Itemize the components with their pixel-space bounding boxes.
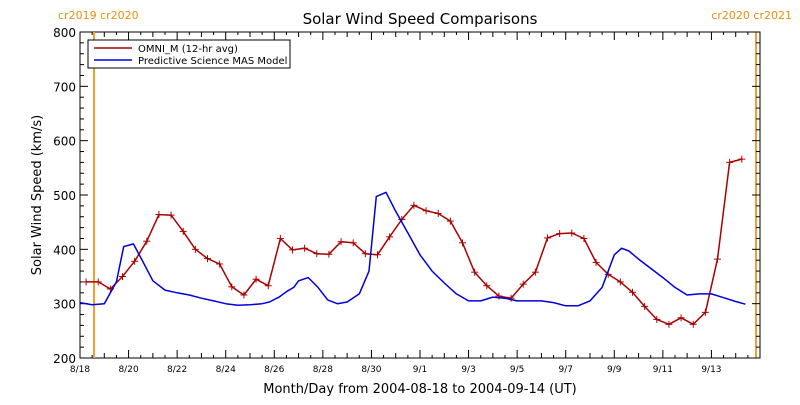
data-point-omni bbox=[446, 217, 454, 225]
y-tick-label: 200 bbox=[53, 352, 76, 366]
series-layer bbox=[79, 155, 746, 328]
data-point-omni bbox=[155, 211, 163, 219]
axis-ticks: 200 300 400 500 600 700 800 8/18 8/20 8/22 8/24 8/2… bbox=[53, 26, 760, 375]
data-point-omni bbox=[119, 273, 126, 280]
data-point-omni bbox=[531, 268, 539, 276]
data-point-omni bbox=[264, 282, 272, 290]
data-point-omni bbox=[507, 294, 515, 302]
y-tick-label: 600 bbox=[53, 135, 76, 149]
carrington-rotation-label-right: cr2020 cr2021 bbox=[711, 9, 792, 22]
x-tick-label: 8/18 bbox=[70, 365, 90, 375]
data-point-omni bbox=[726, 158, 734, 166]
x-tick-label: 9/11 bbox=[653, 365, 673, 375]
data-point-omni bbox=[519, 280, 527, 288]
legend: OMNI_M (12-hr avg) Predictive Science MA… bbox=[87, 39, 291, 69]
y-tick-label: 300 bbox=[53, 298, 76, 312]
data-point-omni bbox=[410, 201, 418, 209]
data-point-omni bbox=[143, 237, 151, 245]
data-point-omni bbox=[204, 255, 211, 263]
data-point-omni bbox=[629, 288, 636, 296]
data-point-omni bbox=[616, 278, 624, 286]
y-tick-label: 500 bbox=[53, 189, 76, 203]
data-point-omni bbox=[689, 320, 697, 328]
legend-entry-mas: Predictive Science MAS Model bbox=[138, 56, 287, 67]
x-tick-label: 9/9 bbox=[607, 365, 622, 375]
x-tick-label: 9/1 bbox=[413, 365, 427, 375]
x-tick-label: 8/30 bbox=[361, 365, 381, 375]
data-point-omni bbox=[422, 207, 430, 215]
data-point-omni bbox=[349, 239, 357, 247]
data-point-omni bbox=[94, 278, 102, 286]
data-point-omni bbox=[665, 320, 673, 328]
data-point-omni bbox=[592, 258, 600, 266]
y-tick-label: 700 bbox=[53, 80, 76, 94]
plot-frame bbox=[79, 31, 761, 359]
x-tick-label: 8/26 bbox=[264, 365, 284, 375]
data-point-omni bbox=[252, 275, 260, 283]
x-tick-label: 9/13 bbox=[701, 365, 721, 375]
data-point-omni bbox=[471, 268, 479, 276]
data-point-omni bbox=[240, 291, 248, 299]
data-point-omni bbox=[580, 234, 588, 242]
series-line-omni bbox=[86, 158, 742, 326]
x-axis-label: Month/Day from 2004-08-18 to 2004-09-14 … bbox=[263, 382, 576, 397]
data-point-omni bbox=[544, 234, 551, 242]
data-point-omni bbox=[313, 250, 321, 258]
data-point-omni bbox=[361, 250, 369, 258]
y-axis-label: Solar Wind Speed (km/s) bbox=[30, 115, 45, 275]
data-point-omni bbox=[568, 229, 576, 237]
data-point-omni bbox=[374, 251, 381, 259]
data-point-omni bbox=[701, 308, 709, 316]
data-point-omni bbox=[131, 257, 139, 265]
data-point-omni bbox=[714, 255, 721, 263]
x-tick-label: 8/22 bbox=[167, 365, 187, 375]
data-point-omni bbox=[82, 278, 90, 286]
data-point-omni bbox=[276, 234, 284, 242]
data-point-omni bbox=[167, 211, 175, 219]
data-point-omni bbox=[191, 245, 199, 253]
data-point-omni bbox=[325, 250, 333, 258]
data-point-omni bbox=[653, 315, 661, 323]
legend-box bbox=[87, 39, 291, 69]
data-point-omni bbox=[556, 230, 564, 238]
data-point-omni bbox=[386, 233, 394, 241]
data-point-omni bbox=[641, 302, 649, 310]
chart-title: Solar Wind Speed Comparisons bbox=[303, 10, 538, 28]
x-tick-label: 9/7 bbox=[558, 365, 572, 375]
data-point-omni bbox=[301, 244, 309, 252]
x-tick-label: 9/3 bbox=[461, 365, 475, 375]
y-tick-label: 400 bbox=[53, 243, 76, 257]
legend-entry-omni: OMNI_M (12-hr avg) bbox=[138, 44, 238, 55]
data-point-omni bbox=[738, 155, 746, 163]
series-line-mas bbox=[79, 191, 746, 307]
data-point-omni bbox=[337, 238, 345, 246]
data-point-omni bbox=[677, 314, 685, 322]
data-point-omni bbox=[289, 246, 296, 254]
x-tick-label: 9/5 bbox=[510, 365, 524, 375]
x-tick-label: 8/24 bbox=[216, 365, 236, 375]
x-tick-label: 8/28 bbox=[313, 365, 333, 375]
data-point-omni bbox=[179, 227, 187, 235]
x-tick-label: 8/20 bbox=[118, 365, 138, 375]
data-point-omni bbox=[483, 282, 491, 290]
data-point-omni bbox=[216, 260, 224, 268]
data-point-omni bbox=[459, 239, 466, 247]
carrington-rotation-label-left: cr2019 cr2020 bbox=[58, 9, 139, 22]
y-tick-label: 800 bbox=[53, 26, 76, 40]
data-point-omni bbox=[434, 209, 442, 217]
data-point-omni bbox=[228, 283, 236, 291]
